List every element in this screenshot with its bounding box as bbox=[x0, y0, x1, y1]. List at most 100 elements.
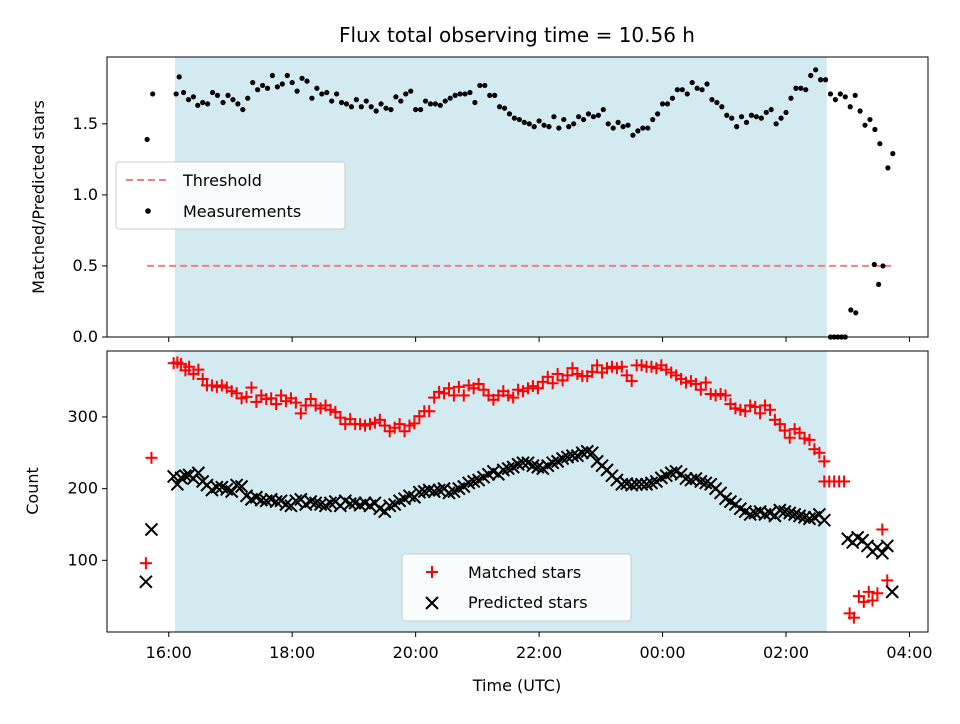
measurement-point bbox=[748, 112, 755, 118]
predicted-star-point bbox=[880, 539, 894, 553]
legend-measurements-swatch bbox=[145, 208, 151, 214]
ratio-plot-frame bbox=[106, 56, 929, 338]
measurement-point bbox=[299, 75, 305, 81]
predicted-star-point bbox=[629, 477, 644, 492]
measurement-point bbox=[516, 116, 522, 123]
predicted-star-point bbox=[462, 476, 476, 490]
measurement-point bbox=[871, 261, 877, 268]
measurement-point bbox=[546, 124, 552, 130]
matched-star-point bbox=[847, 611, 860, 624]
measurement-point bbox=[209, 89, 216, 96]
matched-star-point bbox=[818, 455, 831, 468]
matched-star-point bbox=[694, 383, 707, 396]
measurement-point bbox=[531, 124, 537, 130]
measurement-point bbox=[556, 125, 562, 131]
measurement-point bbox=[245, 95, 251, 101]
measurement-point bbox=[388, 106, 394, 113]
measurement-point bbox=[487, 92, 493, 98]
ratio-legend: Threshold Measurements bbox=[115, 161, 346, 230]
measurement-point bbox=[822, 77, 829, 83]
measurement-point bbox=[640, 125, 646, 131]
measurement-point bbox=[853, 310, 859, 316]
measurement-point bbox=[813, 67, 819, 73]
matched-star-point bbox=[591, 359, 604, 372]
measurement-point bbox=[585, 111, 592, 117]
measurement-point bbox=[669, 95, 676, 101]
measurement-point bbox=[763, 109, 769, 116]
measurement-point bbox=[734, 124, 740, 130]
count-ytick-label: 200 bbox=[67, 479, 98, 498]
matched-star-point bbox=[813, 446, 826, 459]
measurement-point bbox=[848, 307, 854, 313]
measurement-point bbox=[625, 122, 631, 128]
measurement-point bbox=[768, 106, 774, 113]
predicted-star-point bbox=[303, 494, 318, 509]
measurement-point bbox=[422, 98, 429, 104]
measurement-point bbox=[738, 114, 745, 120]
count-ytick-label: 300 bbox=[67, 407, 98, 426]
ratio-ytick-label: 1.5 bbox=[73, 114, 98, 133]
predicted-star-point bbox=[178, 469, 193, 483]
measurement-point bbox=[279, 81, 285, 87]
measurement-point bbox=[842, 94, 848, 100]
measurement-point bbox=[580, 116, 587, 123]
matched-star-point bbox=[304, 393, 317, 406]
matched-star-point bbox=[773, 418, 786, 431]
chart-title: Flux total observing time = 10.56 h bbox=[339, 23, 695, 47]
measurement-point bbox=[885, 165, 891, 171]
matched-star-point bbox=[270, 398, 283, 411]
measurement-point bbox=[319, 91, 325, 97]
measurement-point bbox=[803, 87, 809, 93]
ratio-panel: 0.0 0.5 1.0 1.5 Matched/Predicted stars Thr… bbox=[29, 56, 929, 346]
measurement-point bbox=[447, 95, 453, 101]
x-axis-label: Time (UTC) bbox=[472, 676, 561, 695]
matched-star-point bbox=[289, 396, 302, 409]
measurement-point bbox=[506, 111, 513, 117]
legend-predicted-swatch bbox=[425, 596, 439, 610]
matched-star-point bbox=[245, 381, 258, 394]
measurement-point bbox=[674, 87, 680, 93]
measurement-point bbox=[650, 116, 656, 123]
measurement-point bbox=[304, 78, 310, 84]
matched-star-point bbox=[175, 357, 188, 370]
measurement-point bbox=[827, 91, 834, 97]
measurement-point bbox=[541, 122, 547, 128]
measurement-point bbox=[714, 99, 720, 106]
matched-star-point bbox=[783, 431, 796, 444]
predicted-star-point bbox=[885, 585, 899, 599]
predicted-star-point bbox=[442, 486, 456, 500]
predicted-star-point bbox=[279, 497, 293, 512]
measurement-point bbox=[847, 104, 853, 110]
measurement-point bbox=[699, 87, 705, 93]
measurement-point bbox=[230, 97, 236, 103]
predicted-star-point bbox=[174, 471, 188, 485]
measurement-point bbox=[635, 128, 641, 134]
measurement-point bbox=[398, 98, 404, 104]
measurement-point bbox=[348, 104, 355, 110]
count-plot-frame bbox=[106, 350, 929, 633]
measurement-point bbox=[605, 121, 611, 127]
xtick-label: 02:00 bbox=[763, 643, 809, 662]
measurement-point bbox=[659, 101, 666, 107]
predicted-star-point bbox=[639, 477, 654, 492]
predicted-star-point bbox=[817, 513, 832, 527]
matched-star-point bbox=[541, 370, 554, 383]
legend-matched-swatch bbox=[426, 566, 438, 578]
measurement-point bbox=[200, 99, 206, 106]
measurement-point bbox=[338, 99, 345, 106]
predicted-star-point bbox=[516, 456, 530, 470]
predicted-star-point bbox=[191, 466, 206, 480]
matched-star-point bbox=[408, 417, 421, 430]
predicted-star-point bbox=[555, 451, 570, 466]
measurement-point bbox=[832, 97, 839, 103]
predicted-star-point bbox=[501, 461, 515, 476]
measurement-point bbox=[150, 91, 156, 97]
measurement-point bbox=[798, 85, 804, 91]
matched-star-point bbox=[749, 400, 762, 413]
measurement-point bbox=[753, 114, 759, 120]
predicted-star-point bbox=[787, 507, 802, 522]
measurement-point bbox=[373, 108, 379, 114]
ratio-ytick-label: 0.0 bbox=[73, 327, 98, 346]
measurement-point bbox=[383, 105, 389, 111]
